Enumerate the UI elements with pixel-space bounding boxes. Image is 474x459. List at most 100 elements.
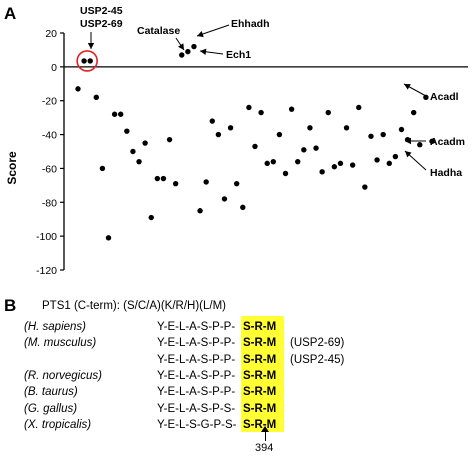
data-point [105,235,112,241]
data-point [87,58,93,64]
data-point [75,86,81,92]
data-point [398,126,405,133]
srm-motif: S-R-M [243,353,277,366]
data-point [417,142,423,148]
y-tick-label: -20 [42,96,57,108]
annotation-arrowhead [404,84,411,90]
annotation-label: Acadm [430,136,465,148]
annotation-arrowhead [87,43,95,49]
position-arrow [265,428,266,441]
data-point [410,109,417,116]
annotation-label: Hadha [430,167,462,179]
data-point [374,157,380,163]
srm-motif: S-R-M [243,418,277,431]
data-point [81,58,87,64]
annotation-arrowhead [178,43,184,50]
data-point [172,180,179,187]
y-tick-label: 20 [45,28,57,40]
data-point [368,133,374,139]
data-point [246,104,252,111]
annotation-label: USP2-69 [80,18,123,30]
position-label: 394 [255,442,274,454]
data-point [325,109,331,116]
annotation-label: Ehhadh [231,18,270,30]
data-point [429,138,435,145]
y-tick-label: -120 [36,265,57,277]
data-point [282,170,289,177]
data-point [307,125,313,131]
data-point [160,175,167,182]
srm-motif: S-R-M [243,321,277,333]
y-tick-label: 0 [51,62,57,74]
sequence-prefix: Y-E-L-S-G-P-S- [157,418,237,431]
data-point [392,153,399,160]
data-point [380,131,386,138]
data-point [337,160,344,167]
species-name: (G. gallus) [24,402,78,415]
y-tick-label: -60 [42,163,57,175]
species-name: (H. sapiens) [24,321,86,333]
data-point [111,111,118,117]
annotation-label: Acadl [430,91,459,103]
annotation-arrowhead [405,151,412,158]
data-point [240,204,246,211]
pts1-motif: PTS1 (C-term): (S/C/A)(K/R/H)(L/M) [42,300,226,312]
data-point [331,164,338,170]
data-point [295,158,301,165]
data-point [185,48,191,55]
data-point [179,52,185,58]
data-point [233,180,240,187]
panel-a-letter: A [4,4,16,23]
data-point [215,131,222,138]
annotation-arrowhead [197,31,204,38]
data-point [301,147,307,153]
data-point [343,125,350,131]
data-point [124,128,130,134]
data-point [356,104,362,111]
data-point [288,106,295,112]
sequence-prefix: Y-E-L-A-S-P-P- [157,353,236,366]
data-point [319,169,325,175]
data-point [362,184,368,190]
srm-motif: S-R-M [243,369,277,382]
data-point [191,43,197,50]
data-point [197,208,203,214]
data-point [118,111,124,117]
annotation-arrowhead [405,137,411,145]
data-point [221,196,228,202]
species-name: (X. tropicalis) [24,418,92,431]
sequence-prefix: Y-E-L-A-S-P-P- [157,337,236,350]
srm-highlight [241,316,284,432]
data-point [166,136,173,143]
isoform-note: (USP2-45) [290,353,345,366]
sequence-prefix: Y-E-L-A-S-P-P- [157,386,236,399]
highlight-circle [76,50,98,72]
data-point [276,131,283,138]
data-point [209,118,215,124]
data-point [148,214,154,221]
annotation-arrowhead [200,48,207,55]
species-name: (R. norvegicus) [24,369,102,382]
srm-motif: S-R-M [243,402,277,415]
data-point [386,160,392,167]
data-point [423,94,429,101]
position-arrowhead [261,426,269,432]
sequence-prefix: Y-E-L-A-S-P-P- [157,369,236,382]
data-point [136,158,142,165]
data-point [142,140,148,146]
annotation-label: USP2-45 [80,5,123,17]
data-point [154,175,161,182]
data-point [130,148,136,155]
isoform-note: (USP2-69) [290,337,345,350]
sequence-prefix: Y-E-L-A-S-P-S- [157,402,236,415]
panel-b-letter: B [4,296,16,315]
data-point [93,94,100,101]
srm-motif: S-R-M [243,337,277,350]
data-point [264,160,270,167]
data-point [258,109,264,116]
annotation-label: Ech1 [226,49,251,61]
srm-motif: S-R-M [243,386,277,399]
y-tick-label: -40 [42,130,57,142]
species-name: (B. taurus) [24,386,78,399]
